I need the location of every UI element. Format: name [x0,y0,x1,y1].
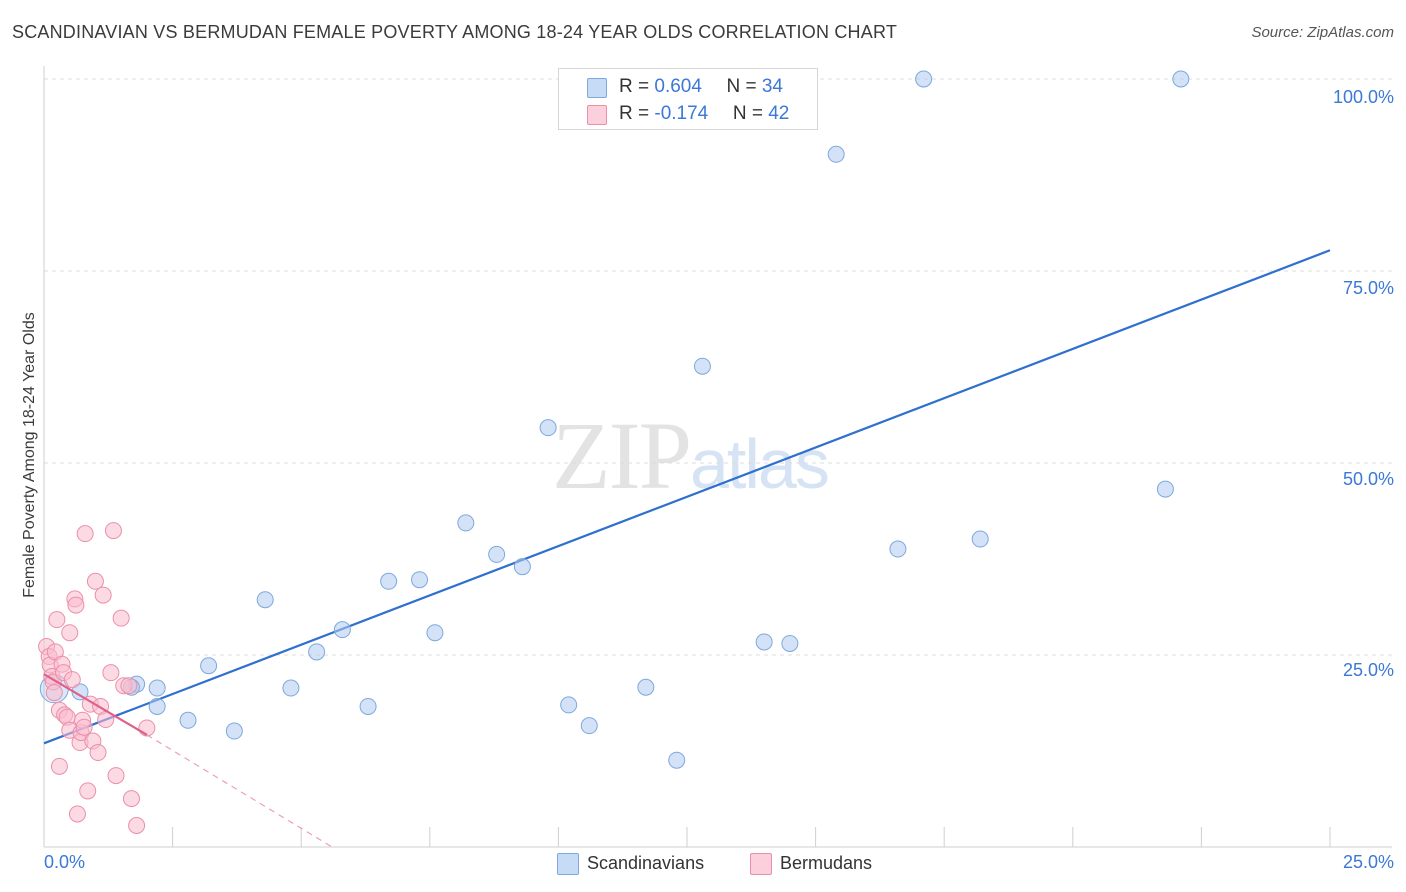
point-scandinavians [693,357,711,375]
point-scandinavians [560,696,578,714]
point-bermudans [122,790,140,808]
chart-title: SCANDINAVIAN VS BERMUDAN FEMALE POVERTY … [12,22,898,42]
point-scandinavians [148,697,166,715]
series-legend: Scandinavians Bermudans [0,852,1406,878]
point-scandinavians [308,643,326,661]
point-bermudans [120,677,138,695]
legend-r-label: R = [619,76,655,97]
point-bermudans [50,757,68,775]
point-scandinavians [668,751,686,769]
point-scandinavians [1156,480,1174,498]
legend-n-label: N = [726,76,762,97]
point-scandinavians [488,545,506,563]
point-bermudans [107,767,125,785]
point-scandinavians [148,679,166,697]
legend-swatch-scandinavians [557,853,579,875]
legend-r-value: 0.604 [654,76,702,97]
point-bermudans [138,719,156,737]
legend-swatch-bermudans [587,105,607,125]
point-bermudans [76,525,94,543]
point-bermudans [86,572,104,590]
point-bermudans [63,671,81,689]
point-scandinavians [359,697,377,715]
point-bermudans [104,522,122,540]
point-scandinavians [827,145,845,163]
point-scandinavians [971,530,989,548]
point-bermudans [94,586,112,604]
point-scandinavians [1172,70,1190,88]
point-scandinavians [225,722,243,740]
trendline-scandinavians [43,249,1331,745]
point-scandinavians [755,633,773,651]
point-scandinavians [380,572,398,590]
x-tick-label-min: 0.0% [44,852,86,872]
legend-n-value: 34 [761,76,783,97]
point-scandinavians [539,419,557,437]
x-tick-label-max: 25.0% [1342,852,1394,872]
y-tick-label-50: 50.0% [1342,469,1394,489]
point-scandinavians [513,558,531,576]
point-scandinavians [256,591,274,609]
watermark-zip: ZIP [552,402,692,509]
correlation-legend: R = 0.604 N = 34 R = -0.174 N = 42 [558,68,818,130]
point-scandinavians [889,540,907,558]
watermark: ZIPatlas [552,400,830,511]
legend-label-scandinavians: Scandinavians [587,853,705,873]
point-scandinavians [426,624,444,642]
y-tick-label-25: 25.0% [1342,660,1394,680]
point-bermudans [61,624,79,642]
point-bermudans [67,596,85,614]
trendline-bermudans-extension [146,734,333,848]
point-bermudans [48,611,66,629]
legend-r-label: R = [619,103,655,124]
y-tick-label-100: 100.0% [1332,87,1394,107]
point-scandinavians [457,514,475,532]
legend-label-bermudans: Bermudans [780,853,873,873]
legend-swatch-scandinavians [587,78,607,98]
point-bermudans [45,684,63,702]
point-bermudans [102,664,120,682]
legend-n-label: N = [732,103,769,124]
watermark-atlas: atlas [690,425,830,503]
point-bermudans [75,718,93,736]
point-scandinavians [411,571,429,589]
point-scandinavians [781,634,799,652]
point-scandinavians [637,678,655,696]
point-scandinavians [179,711,197,729]
point-bermudans [89,744,107,762]
legend-n-value: 42 [768,103,790,124]
point-scandinavians [282,679,300,697]
legend-r-value: -0.174 [654,103,709,124]
point-bermudans [68,805,86,823]
point-scandinavians [580,717,598,735]
point-bermudans [79,782,97,800]
legend-swatch-bermudans [750,853,772,875]
source-label: Source: ZipAtlas.com [1251,24,1394,41]
point-scandinavians [333,621,351,639]
trendline-bermudans [43,673,148,736]
point-bermudans [128,816,146,834]
point-scandinavians [915,70,933,88]
point-bermudans [112,609,130,627]
y-tick-label-75: 75.0% [1342,278,1394,298]
point-scandinavians [200,657,218,675]
